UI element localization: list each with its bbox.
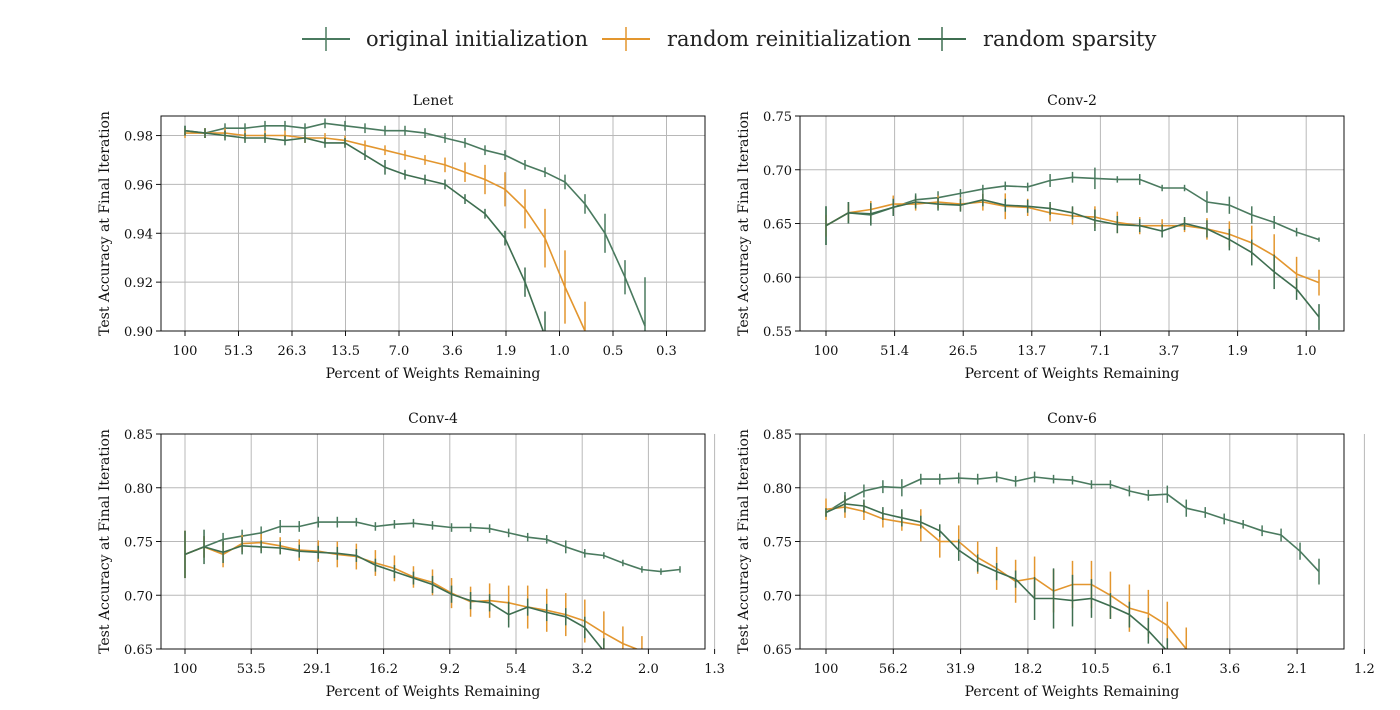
x-tick-label: 18.2 bbox=[1013, 662, 1042, 677]
x-tick-label: 26.5 bbox=[949, 344, 978, 359]
y-tick-label: 0.98 bbox=[124, 130, 153, 145]
x-tick-label: 0.3 bbox=[656, 344, 677, 359]
x-axis-label: Percent of Weights Remaining bbox=[326, 684, 541, 700]
y-axis-label: Test Accuracy at Final Iteration bbox=[97, 429, 113, 654]
x-axis-label: Percent of Weights Remaining bbox=[326, 366, 541, 382]
x-tick-label: 100 bbox=[814, 662, 839, 677]
y-tick-label: 0.70 bbox=[124, 589, 153, 604]
legend-entry-random-reinitialization: random reinitialization bbox=[602, 27, 911, 51]
y-tick-label: 0.92 bbox=[124, 276, 153, 291]
y-tick-label: 0.96 bbox=[124, 178, 153, 193]
panel-lenet: 100 51.3 26.3 13.5 7.0 3.6 1.9 1.0 0.5 0.3 0.90 0.9… bbox=[97, 93, 706, 382]
series-line-random-reinitialization bbox=[825, 506, 1187, 649]
series-line-random-reinitialization bbox=[184, 541, 639, 649]
x-tick-label: 7.0 bbox=[389, 344, 410, 359]
x-tick-label: 51.4 bbox=[880, 344, 909, 359]
y-tick-label: 0.65 bbox=[763, 218, 792, 233]
grid bbox=[161, 116, 705, 332]
chart-title: Conv-6 bbox=[1047, 411, 1097, 427]
x-tick-label: 3.6 bbox=[1219, 662, 1240, 677]
y-axis-label: Test Accuracy at Final Iteration bbox=[736, 429, 752, 654]
y-tick-label: 0.75 bbox=[763, 110, 792, 125]
x-tick-label: 9.2 bbox=[439, 662, 460, 677]
x-tick-label: 53.5 bbox=[237, 662, 266, 677]
chart-title: Lenet bbox=[413, 93, 454, 109]
x-tick-label: 100 bbox=[173, 344, 198, 359]
x-tick-label: 1.9 bbox=[1227, 344, 1248, 359]
plot-frame bbox=[160, 115, 706, 332]
x-tick-label: 100 bbox=[173, 662, 198, 677]
grid bbox=[161, 433, 716, 650]
y-tick-label: 0.75 bbox=[763, 536, 792, 551]
x-tick-label: 1.0 bbox=[549, 344, 570, 359]
y-tick-label: 0.90 bbox=[124, 325, 153, 340]
y-axis-label: Test Accuracy at Final Iteration bbox=[736, 111, 752, 336]
x-tick-label: 3.6 bbox=[442, 344, 463, 359]
y-tick-label: 0.65 bbox=[124, 643, 153, 658]
x-tick-label: 26.3 bbox=[278, 344, 307, 359]
series-line-original-initialization bbox=[825, 476, 1320, 573]
x-tick-label: 29.1 bbox=[303, 662, 332, 677]
x-tick-label: 2.0 bbox=[638, 662, 659, 677]
y-tick-label: 0.94 bbox=[124, 227, 153, 242]
x-tick-label: 1.0 bbox=[1296, 344, 1317, 359]
plot-area bbox=[825, 167, 1320, 330]
x-tick-label: 1.2 bbox=[1354, 662, 1375, 677]
x-tick-label: 1.9 bbox=[496, 344, 517, 359]
y-tick-label: 0.60 bbox=[763, 271, 792, 286]
y-tick-label: 0.80 bbox=[763, 482, 792, 497]
x-tick-label: 3.2 bbox=[572, 662, 593, 677]
plot-area bbox=[825, 471, 1320, 649]
x-tick-label: 1.3 bbox=[704, 662, 725, 677]
series-line-original-initialization bbox=[184, 122, 646, 327]
panel-conv-2: 100 51.4 26.5 13.7 7.1 3.7 1.9 1.0 0.55 0.60 0.65 0… bbox=[736, 93, 1345, 382]
plot-area bbox=[184, 118, 646, 331]
x-tick-label: 56.2 bbox=[879, 662, 908, 677]
y-tick-label: 0.65 bbox=[763, 643, 792, 658]
legend-entry-original-initialization: original initialization bbox=[302, 27, 588, 51]
x-tick-label: 100 bbox=[814, 344, 839, 359]
x-axis-label: Percent of Weights Remaining bbox=[965, 684, 1180, 700]
y-tick-label: 0.85 bbox=[763, 428, 792, 443]
x-tick-label: 31.9 bbox=[946, 662, 975, 677]
y-tick-label: 0.55 bbox=[763, 325, 792, 340]
legend-label: random reinitialization bbox=[667, 27, 911, 51]
grid bbox=[800, 433, 1365, 650]
x-tick-label: 6.1 bbox=[1152, 662, 1173, 677]
chart-title: Conv-2 bbox=[1047, 93, 1097, 109]
x-tick-label: 3.7 bbox=[1159, 344, 1180, 359]
legend-entry-random-sparsity: random sparsity bbox=[918, 27, 1156, 51]
y-tick-label: 0.70 bbox=[763, 164, 792, 179]
y-tick-label: 0.70 bbox=[763, 589, 792, 604]
x-tick-label: 51.3 bbox=[224, 344, 253, 359]
y-tick-label: 0.85 bbox=[124, 428, 153, 443]
panel-conv-6: 100 56.2 31.9 18.2 10.5 6.1 3.6 2.1 1.2 0.65 0.70 0… bbox=[736, 411, 1375, 700]
plot-area bbox=[184, 516, 681, 649]
x-tick-label: 7.1 bbox=[1090, 344, 1111, 359]
y-axis-label: Test Accuracy at Final Iteration bbox=[97, 111, 113, 336]
x-tick-label: 10.5 bbox=[1081, 662, 1110, 677]
y-tick-label: 0.80 bbox=[124, 482, 153, 497]
x-tick-label: 13.7 bbox=[1017, 344, 1046, 359]
x-tick-label: 16.2 bbox=[369, 662, 398, 677]
panel-conv-4: 100 53.5 29.1 16.2 9.2 5.4 3.2 2.0 1.3 0.65 0.70 0.… bbox=[97, 411, 725, 700]
x-tick-label: 5.4 bbox=[506, 662, 527, 677]
x-tick-label: 13.5 bbox=[331, 344, 360, 359]
y-tick-label: 0.75 bbox=[124, 536, 153, 551]
x-tick-label: 2.1 bbox=[1287, 662, 1308, 677]
legend-label: original initialization bbox=[366, 27, 588, 51]
x-tick-label: 0.5 bbox=[603, 344, 624, 359]
chart-title: Conv-4 bbox=[408, 411, 458, 427]
legend-label: random sparsity bbox=[983, 27, 1156, 51]
x-axis-label: Percent of Weights Remaining bbox=[965, 366, 1180, 382]
legend: original initialization random reinitial… bbox=[302, 27, 1156, 51]
